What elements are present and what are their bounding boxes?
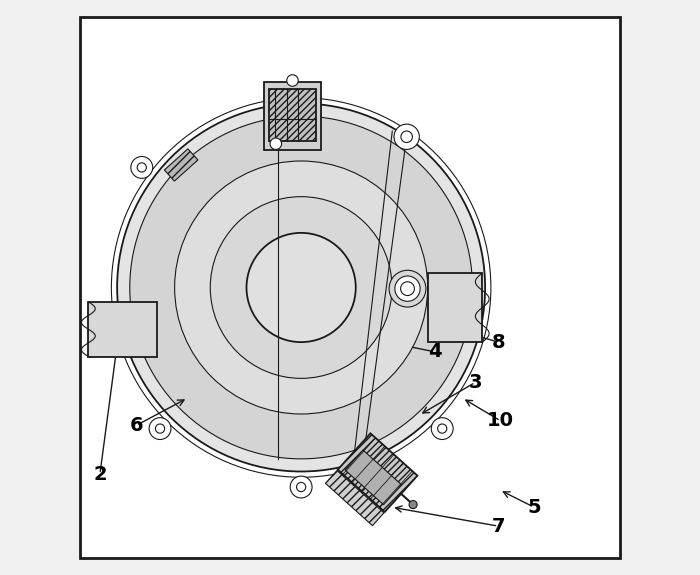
- Text: 9: 9: [95, 309, 108, 329]
- Circle shape: [131, 156, 153, 178]
- Circle shape: [149, 417, 171, 439]
- Bar: [269, 89, 316, 141]
- Circle shape: [297, 482, 306, 492]
- Circle shape: [401, 131, 412, 143]
- Text: 1: 1: [198, 278, 212, 297]
- Bar: [326, 470, 384, 526]
- Circle shape: [394, 124, 419, 150]
- Circle shape: [400, 282, 414, 296]
- Circle shape: [389, 270, 426, 307]
- Text: 6: 6: [130, 416, 143, 435]
- Text: 3: 3: [468, 373, 482, 392]
- Bar: [337, 434, 417, 512]
- Circle shape: [155, 424, 164, 433]
- Circle shape: [210, 197, 392, 378]
- Circle shape: [246, 233, 356, 342]
- Circle shape: [438, 424, 447, 433]
- Bar: [164, 149, 198, 181]
- Circle shape: [287, 75, 298, 86]
- Bar: [88, 302, 158, 356]
- Bar: [428, 273, 482, 342]
- Circle shape: [431, 417, 453, 439]
- Circle shape: [290, 476, 312, 498]
- Text: 5: 5: [527, 497, 541, 517]
- Text: 2: 2: [93, 465, 106, 484]
- Text: 7: 7: [491, 516, 505, 536]
- Text: 8: 8: [491, 332, 505, 352]
- Circle shape: [137, 163, 146, 172]
- Bar: [265, 82, 321, 150]
- Circle shape: [174, 161, 428, 414]
- Circle shape: [270, 138, 281, 150]
- Circle shape: [130, 116, 473, 459]
- Bar: [345, 450, 402, 505]
- Circle shape: [409, 501, 417, 509]
- Circle shape: [117, 104, 485, 471]
- Circle shape: [395, 276, 420, 301]
- Text: 4: 4: [428, 342, 442, 362]
- Text: 10: 10: [487, 411, 514, 431]
